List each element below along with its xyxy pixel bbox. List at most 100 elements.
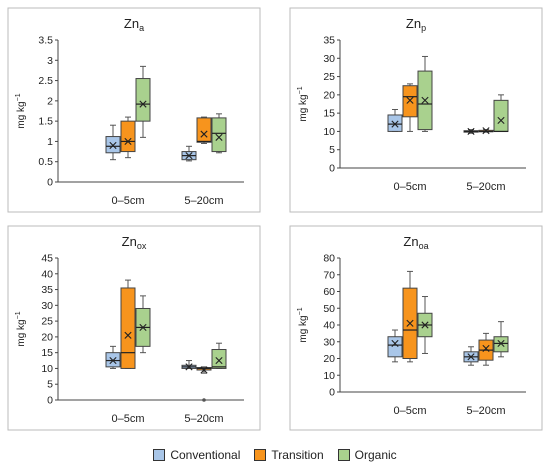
x-category-label: 5–20cm [466, 181, 505, 193]
box-conventional-1 [387, 108, 403, 132]
y-tick-label: 20 [323, 353, 335, 365]
box-conventional-2 [463, 346, 479, 366]
y-tick-label: 70 [323, 269, 335, 281]
box-conventional-1 [105, 124, 121, 161]
mean-marker [497, 339, 505, 348]
legend: Conventional Transition Organic [0, 447, 550, 463]
y-tick-label: 0.5 [38, 156, 53, 168]
y-axis-label-base: mg kg [298, 94, 309, 121]
y-tick-label: 45 [41, 253, 53, 265]
y-tick-label: 2 [47, 95, 53, 107]
y-axis-label-base: mg kg [298, 315, 309, 342]
mean-marker [215, 133, 223, 141]
x-category-label: 0–5cm [111, 195, 144, 207]
legend-item-organic: Organic [337, 448, 397, 462]
box-conventional-2 [181, 145, 197, 162]
y-tick-label: 20 [41, 331, 53, 343]
y-tick-label: 35 [41, 284, 53, 296]
y-tick-label: 0 [47, 177, 53, 189]
y-tick-label: 40 [41, 268, 53, 280]
mean-marker [391, 120, 399, 128]
panel-border [7, 7, 261, 213]
chart-title-base: Zn [122, 234, 137, 249]
chart-title-subscript: ox [137, 241, 147, 251]
box-transition-1 [120, 116, 136, 159]
y-tick-label: 0 [47, 395, 53, 407]
box-transition-2 [478, 127, 494, 135]
y-axis-label: mg kg−1 [297, 307, 309, 342]
box-body [105, 352, 121, 368]
mean-marker [124, 137, 132, 146]
mean-marker [200, 130, 208, 138]
chart-panel-2: Znp mg kg−1 0 5 10 15 20 25 30 35 0–5cm 5–20cm [289, 7, 543, 213]
y-tick-label: 10 [323, 126, 335, 138]
box-conventional-1 [387, 329, 403, 363]
chart-panel-4: Znoa mg kg−1 0 10 20 30 40 50 60 70 80 0–5cm 5–20cm [289, 225, 543, 431]
y-tick-label: 20 [323, 89, 335, 101]
y-tick-label: 0 [329, 387, 335, 399]
box-conventional-2 [463, 127, 479, 136]
mean-marker [139, 323, 147, 332]
box-transition-1 [402, 83, 418, 132]
mean-marker [482, 344, 490, 353]
x-category-label: 5–20cm [184, 195, 223, 207]
y-tick-label: 15 [323, 108, 335, 120]
box-body [387, 114, 403, 132]
chart-panel-1: Zna mg kg−1 0 0.5 1 1.5 2 2.5 3 3.5 0–5cm 5–20cm [7, 7, 261, 213]
box-body [211, 349, 227, 369]
box-conventional-1 [105, 345, 121, 369]
outlier-point [202, 398, 206, 402]
mean-marker [467, 127, 475, 136]
mean-marker [406, 96, 414, 104]
y-axis-label: mg kg−1 [297, 86, 309, 121]
y-tick-label: 80 [323, 253, 335, 265]
box-body [135, 78, 151, 122]
chart-title: Znoa [403, 234, 428, 251]
box-body [120, 120, 136, 153]
y-tick-label: 60 [323, 286, 335, 298]
box-body [493, 336, 509, 353]
mean-marker [185, 152, 193, 160]
x-category-label: 0–5cm [393, 181, 426, 193]
y-axis-label: mg kg−1 [15, 93, 27, 128]
y-tick-label: 40 [323, 320, 335, 332]
y-tick-label: 1.5 [38, 116, 53, 128]
chart-title-base: Zn [403, 234, 418, 249]
mean-marker [109, 356, 117, 365]
box-organic-2 [493, 321, 509, 358]
box-body [387, 336, 403, 358]
legend-swatch-organic [337, 449, 350, 461]
y-tick-label: 3.5 [38, 35, 53, 47]
legend-label-organic: Organic [354, 448, 397, 462]
x-category-label: 0–5cm [393, 405, 426, 417]
chart-title: Znox [122, 234, 147, 251]
box-transition-2 [196, 366, 212, 402]
x-category-label: 0–5cm [111, 413, 144, 425]
mean-marker [482, 127, 490, 135]
y-axis-label-exponent: −1 [15, 93, 22, 101]
mean-marker [124, 331, 132, 339]
box-organic-2 [211, 113, 227, 154]
box-transition-1 [402, 270, 418, 363]
y-tick-label: 3 [47, 55, 53, 67]
legend-swatch-transition [254, 449, 267, 461]
chart-title-subscript: a [139, 23, 144, 33]
chart-panel-3: Znox mg kg−1 0 5 10 15 20 25 30 35 40 45 0–5cm 5–20cm [7, 225, 261, 431]
y-tick-label: 10 [323, 370, 335, 382]
chart-title-subscript: p [421, 23, 426, 33]
y-tick-label: 30 [41, 300, 53, 312]
x-category-label: 5–20cm [466, 405, 505, 417]
y-axis-label: mg kg−1 [15, 311, 27, 346]
y-axis-label-exponent: −1 [297, 307, 304, 315]
y-tick-label: 5 [47, 379, 53, 391]
mean-marker [139, 100, 147, 108]
box-body [211, 117, 227, 153]
y-tick-label: 1 [47, 136, 53, 148]
y-tick-label: 5 [329, 144, 335, 156]
y-tick-label: 25 [323, 71, 335, 83]
y-tick-label: 30 [323, 336, 335, 348]
legend-swatch-conventional [153, 449, 166, 461]
y-tick-label: 25 [41, 316, 53, 328]
box-body [402, 85, 418, 118]
